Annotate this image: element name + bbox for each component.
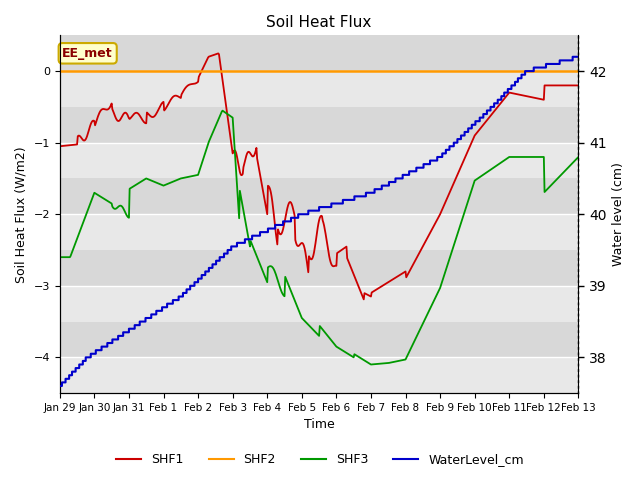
Bar: [60, 214, 579, 250]
Text: EE_met: EE_met: [62, 47, 113, 60]
X-axis label: Time: Time: [304, 419, 335, 432]
Bar: [60, 286, 579, 322]
Bar: [60, 250, 579, 286]
Bar: [60, 179, 579, 214]
Legend: SHF1, SHF2, SHF3, WaterLevel_cm: SHF1, SHF2, SHF3, WaterLevel_cm: [111, 448, 529, 471]
Bar: [60, 322, 579, 357]
Y-axis label: Water level (cm): Water level (cm): [612, 162, 625, 266]
Bar: [60, 107, 579, 143]
Y-axis label: Soil Heat Flux (W/m2): Soil Heat Flux (W/m2): [15, 146, 28, 283]
Bar: [60, 71, 579, 107]
Title: Soil Heat Flux: Soil Heat Flux: [266, 15, 372, 30]
Bar: [60, 143, 579, 179]
Bar: [60, 36, 579, 71]
Bar: [60, 357, 579, 393]
